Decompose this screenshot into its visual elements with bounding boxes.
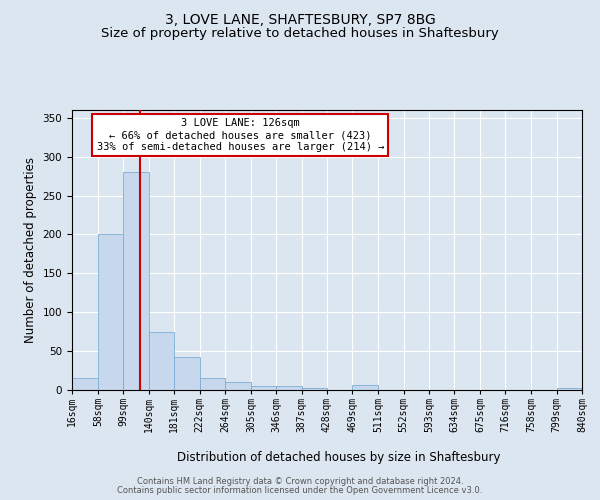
Bar [251,386,276,390]
Bar [557,388,582,390]
Bar [174,358,199,390]
Y-axis label: Number of detached properties: Number of detached properties [24,157,37,343]
Text: 3 LOVE LANE: 126sqm
← 66% of detached houses are smaller (423)
33% of semi-detac: 3 LOVE LANE: 126sqm ← 66% of detached ho… [97,118,384,152]
Text: Contains HM Land Registry data © Crown copyright and database right 2024.: Contains HM Land Registry data © Crown c… [137,477,463,486]
Text: 3, LOVE LANE, SHAFTESBURY, SP7 8BG: 3, LOVE LANE, SHAFTESBURY, SP7 8BG [164,12,436,26]
Bar [72,378,98,390]
Bar [98,234,124,390]
Bar [226,382,251,390]
Text: Size of property relative to detached houses in Shaftesbury: Size of property relative to detached ho… [101,28,499,40]
Bar [149,332,174,390]
Text: Distribution of detached houses by size in Shaftesbury: Distribution of detached houses by size … [177,451,501,464]
Bar [352,384,379,390]
Text: Contains public sector information licensed under the Open Government Licence v3: Contains public sector information licen… [118,486,482,495]
Bar [276,386,302,390]
Bar [199,378,226,390]
Bar [302,388,327,390]
Bar [124,172,149,390]
